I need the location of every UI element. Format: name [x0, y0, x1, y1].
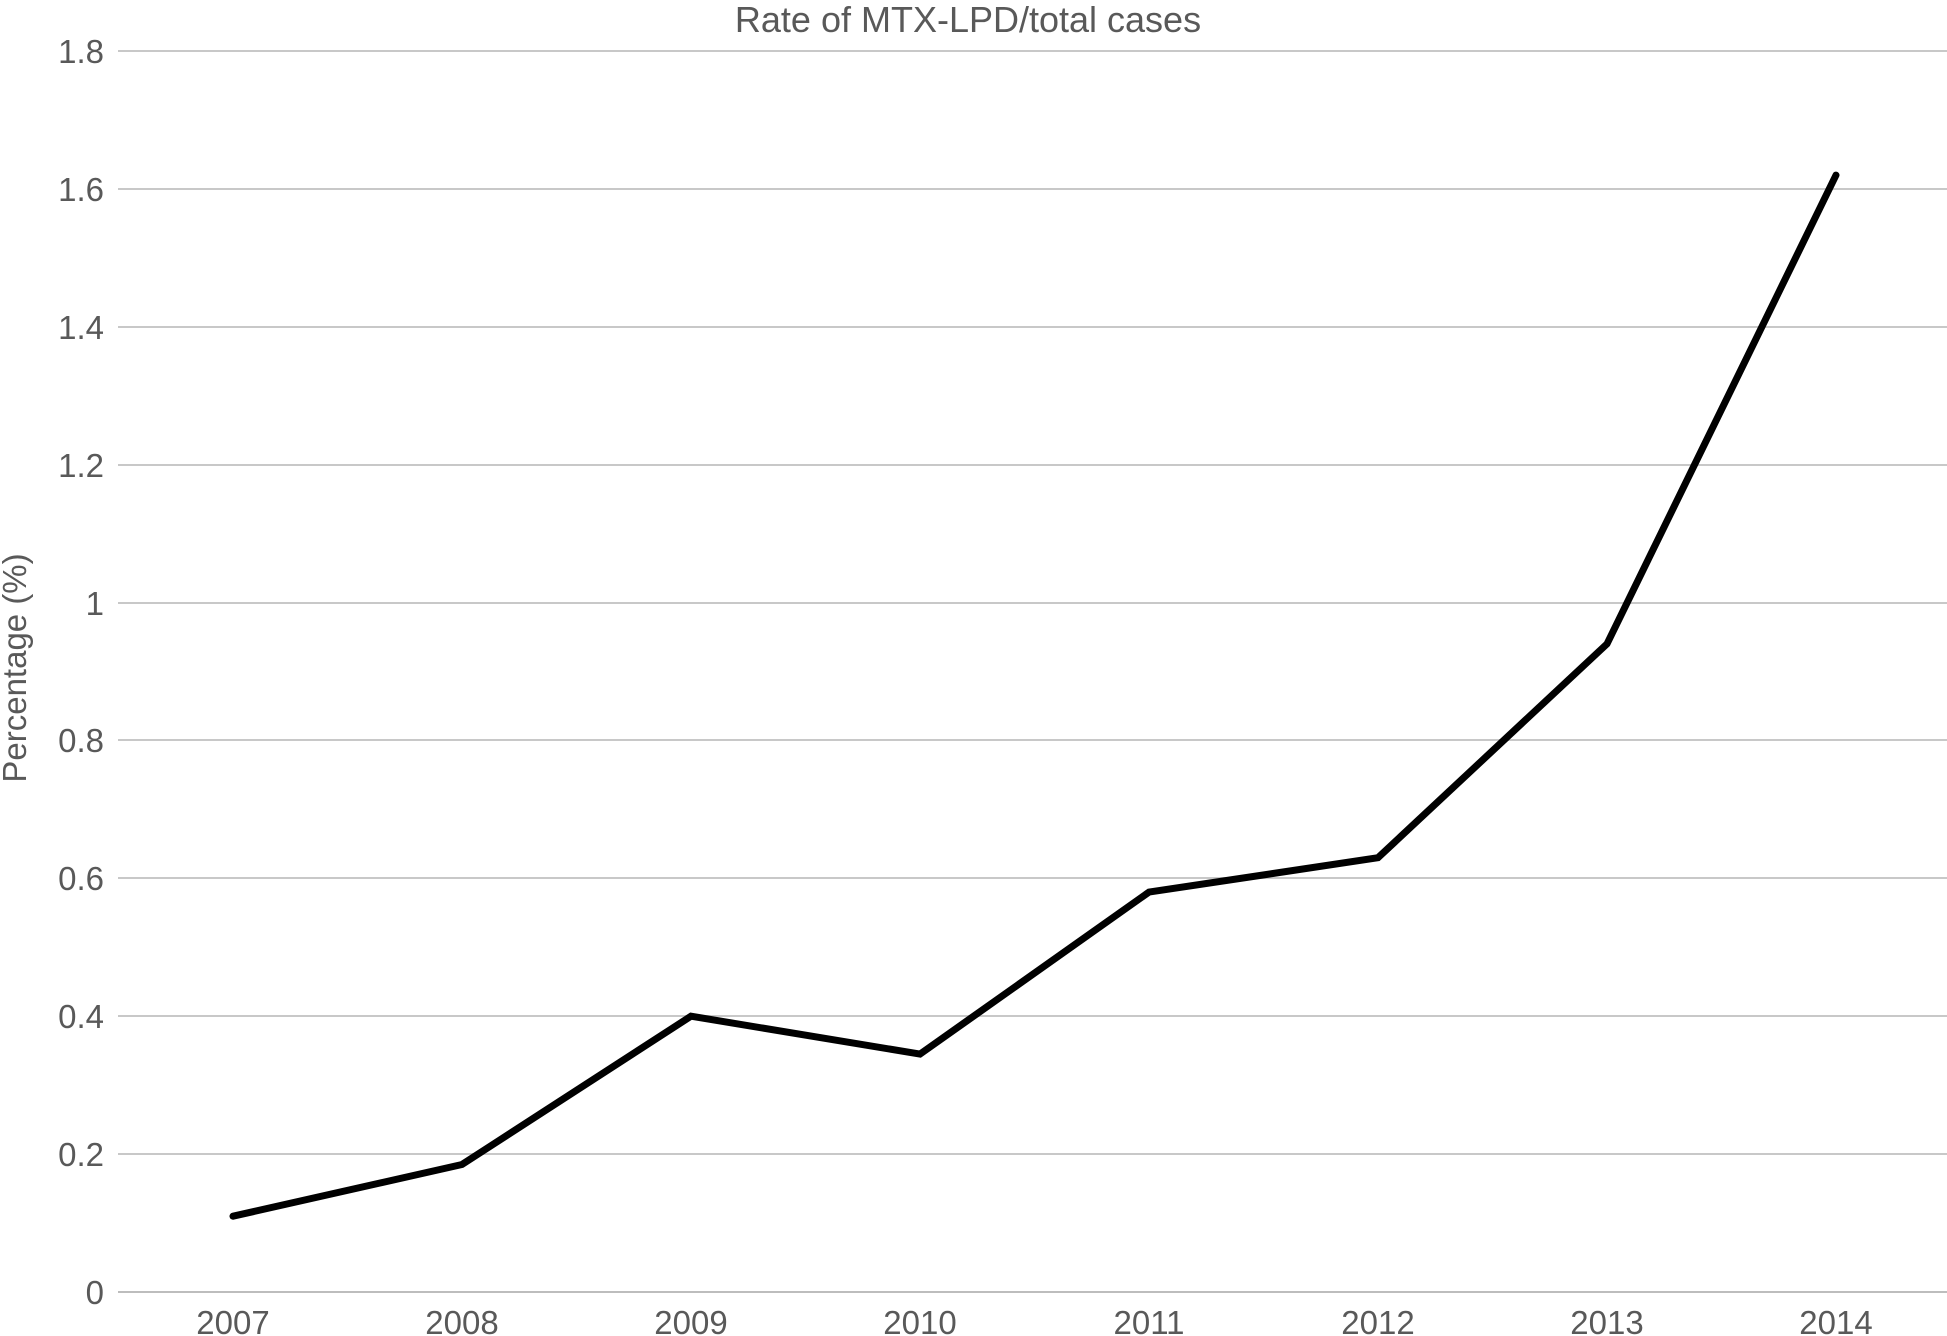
data-series: [229, 171, 1840, 1220]
y-tick-label: 0.8: [58, 722, 104, 759]
x-tick-label: 2011: [1114, 1304, 1185, 1336]
y-tick-label: 0.2: [58, 1136, 104, 1173]
x-tick-label: 2010: [883, 1304, 956, 1336]
x-tick-label: 2014: [1799, 1304, 1872, 1336]
series-line: [229, 171, 1840, 1220]
y-axis-title: Percentage (%): [0, 553, 33, 782]
x-tick-label: 2008: [425, 1304, 498, 1336]
y-tick-label: 0: [86, 1274, 104, 1311]
x-tick-label: 2007: [196, 1304, 269, 1336]
gridlines: [118, 50, 1947, 1293]
y-tick-label: 1: [86, 585, 104, 622]
y-tick-label: 0.4: [58, 998, 104, 1035]
y-tick-label: 1.2: [58, 447, 104, 484]
y-tick-label: 1.4: [58, 309, 104, 346]
chart-title: Rate of MTX-LPD/total cases: [735, 0, 1201, 40]
x-tick-label: 2012: [1341, 1304, 1414, 1336]
x-tick-label: 2013: [1570, 1304, 1643, 1336]
x-axis-tick-labels: 2007 2008 2009 2010 2011 2012 2013 2014: [196, 1304, 1872, 1336]
y-tick-label: 1.8: [58, 33, 104, 70]
y-tick-label: 0.6: [58, 860, 104, 897]
y-axis-tick-labels: 0 0.2 0.4 0.6 0.8 1 1.2 1.4 1.6 1.8: [58, 33, 104, 1311]
x-tick-label: 2009: [654, 1304, 727, 1336]
y-tick-label: 1.6: [58, 171, 104, 208]
